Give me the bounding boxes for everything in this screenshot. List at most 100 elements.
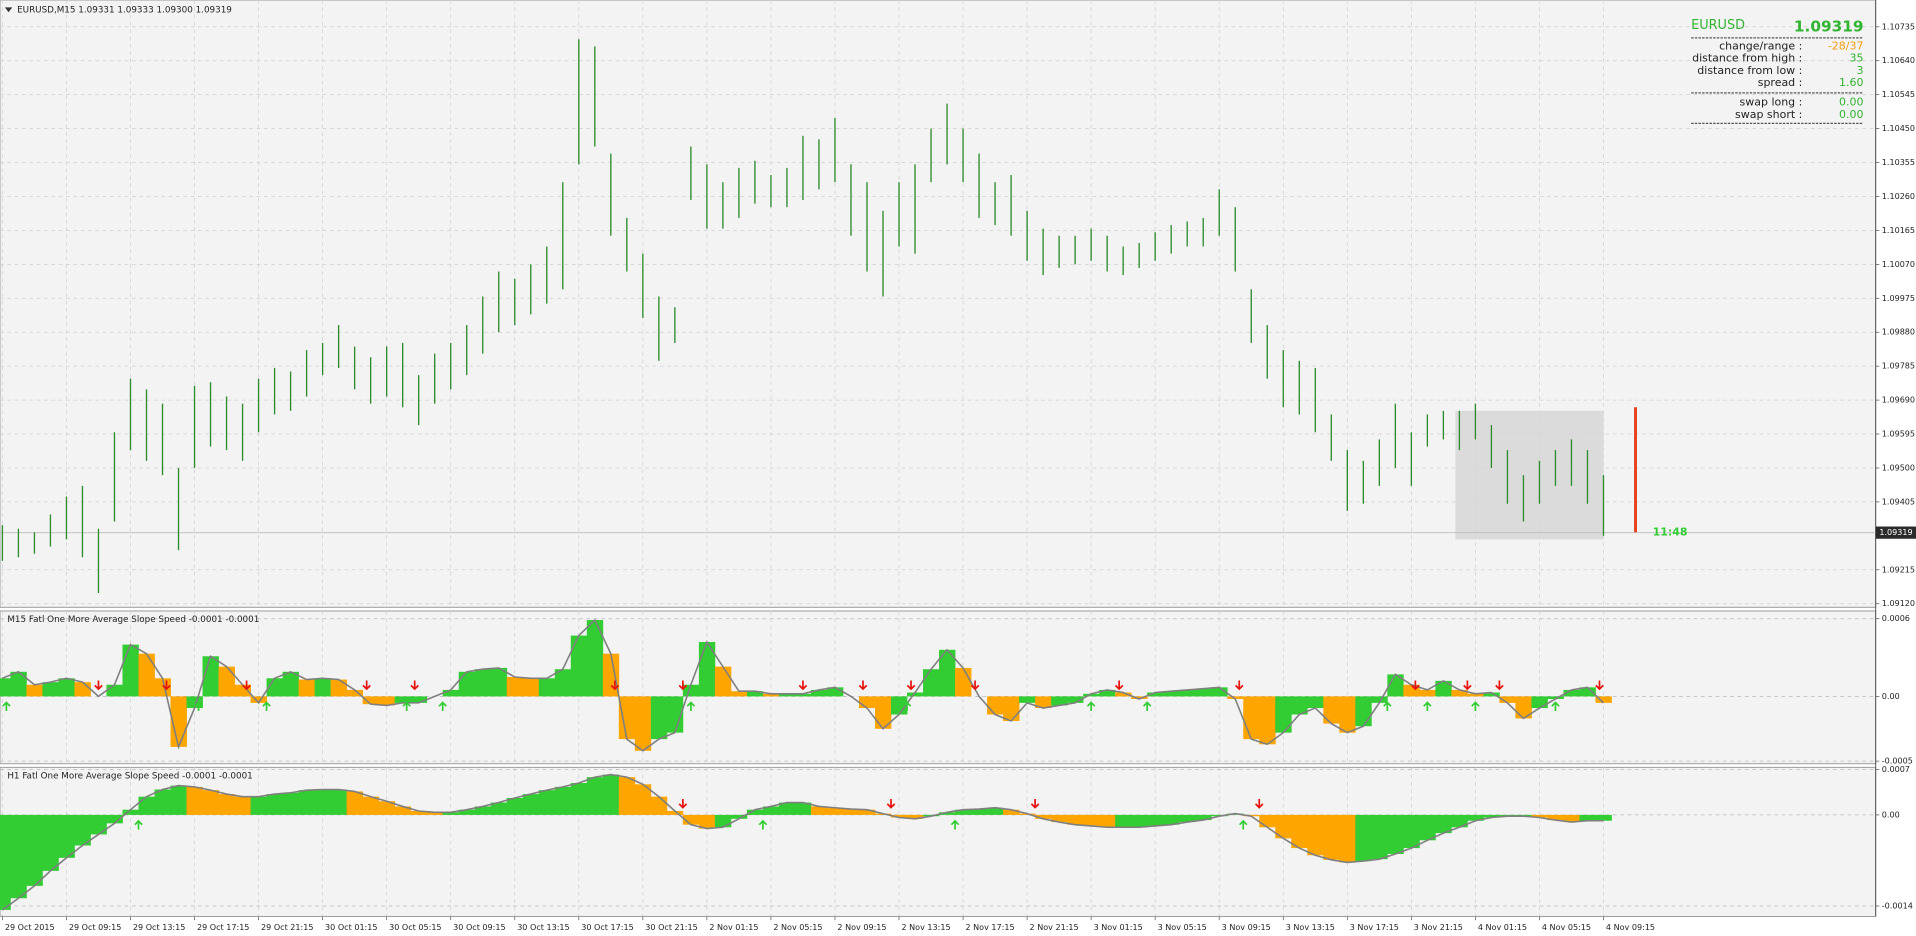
histogram-bar xyxy=(746,691,764,697)
histogram-bar xyxy=(378,801,396,815)
y-tick-label: 1.09500 xyxy=(1882,463,1915,472)
histogram-bar xyxy=(1563,689,1580,697)
sell-arrow xyxy=(1495,680,1504,691)
buy-arrow xyxy=(194,701,203,712)
histogram-bar xyxy=(378,696,396,706)
histogram-bar xyxy=(106,684,123,697)
histogram-bar xyxy=(650,796,668,815)
histogram-bar xyxy=(698,814,716,829)
histogram-bar xyxy=(314,678,331,697)
histogram-bar xyxy=(1531,696,1548,709)
y-tick-label: -0.0014 xyxy=(1882,902,1913,911)
x-tick-label: 3 Nov 05:15 xyxy=(1158,923,1207,932)
histogram-bar xyxy=(1163,691,1180,697)
histogram-bar xyxy=(1451,689,1468,697)
buy-arrow xyxy=(950,819,960,830)
histogram-bar xyxy=(987,696,1004,715)
y-tick-label: 1.10165 xyxy=(1882,226,1915,235)
histogram-bar xyxy=(1563,814,1580,823)
histogram-bar xyxy=(250,796,267,815)
sell-arrow xyxy=(1411,680,1420,691)
sell-arrow xyxy=(1254,799,1264,809)
histogram-bar xyxy=(522,794,540,815)
histogram-bar xyxy=(634,784,652,815)
histogram-bar xyxy=(330,679,348,697)
y-tick-label: 1.10545 xyxy=(1882,90,1915,99)
data xyxy=(0,39,1876,911)
info-symbol: EURUSD xyxy=(1691,18,1745,33)
histogram-bar xyxy=(666,696,684,733)
histogram-bar xyxy=(1211,687,1228,697)
histogram-bar xyxy=(26,684,43,697)
histogram-bar xyxy=(939,812,956,815)
histogram-bar xyxy=(1307,814,1324,856)
info-label: distance from low : xyxy=(1697,64,1802,77)
x-tick-label: 29 Oct 21:15 xyxy=(261,923,313,932)
histogram-bar xyxy=(682,684,700,697)
sell-arrow xyxy=(970,680,980,691)
histogram-bar xyxy=(170,696,187,747)
histogram-bar xyxy=(666,810,684,815)
histogram-bar xyxy=(1275,696,1292,733)
histogram-bar xyxy=(410,696,428,703)
buy-arrow xyxy=(1551,701,1560,712)
sell-arrow xyxy=(1030,799,1040,809)
sell-arrow xyxy=(886,799,896,809)
y-tick-label: 1.10355 xyxy=(1882,158,1915,167)
histogram-bar xyxy=(1083,693,1100,697)
histogram-bar xyxy=(362,796,380,815)
histogram-bar xyxy=(762,806,780,815)
histogram-bar xyxy=(522,678,540,697)
histogram-bar xyxy=(506,676,524,697)
histogram-bar xyxy=(506,797,524,815)
sell-arrow xyxy=(94,680,103,691)
histogram-bar xyxy=(714,666,732,697)
buy-arrow xyxy=(1142,701,1152,712)
histogram-bar xyxy=(1035,696,1052,709)
histogram-bar xyxy=(1499,696,1516,703)
info-label: change/range : xyxy=(1719,39,1802,52)
y-tick-label: 1.09880 xyxy=(1882,328,1915,337)
y-tick-label: 1.09785 xyxy=(1882,362,1915,371)
price-tag xyxy=(1875,526,1916,539)
y-tick-label: 1.10735 xyxy=(1882,22,1915,31)
histogram-bar xyxy=(1515,696,1532,719)
histogram-bar xyxy=(298,679,315,697)
buy-arrow xyxy=(1471,701,1480,712)
histogram-bar xyxy=(794,693,812,697)
histogram-bar xyxy=(1339,696,1356,733)
y-tick-label: 1.10450 xyxy=(1882,124,1915,133)
histogram-bar xyxy=(1259,696,1276,745)
x-tick-label: 30 Oct 21:15 xyxy=(645,923,697,932)
histogram-bar xyxy=(778,693,796,697)
histogram-bar xyxy=(218,794,235,815)
info-label: swap short : xyxy=(1735,108,1802,121)
histogram-bar xyxy=(1371,814,1388,860)
histogram-bar xyxy=(1483,692,1500,697)
histogram-bar xyxy=(730,691,748,697)
histogram-bar xyxy=(1291,814,1308,849)
x-tick-label: 3 Nov 09:15 xyxy=(1222,923,1271,932)
x-tick-label: 2 Nov 17:15 xyxy=(965,923,1014,932)
histogram-bar xyxy=(218,666,235,697)
histogram-bar xyxy=(987,807,1004,815)
histogram-bar xyxy=(138,653,155,697)
histogram-bar xyxy=(971,809,988,815)
histogram-bar xyxy=(1051,696,1068,706)
histogram-bar xyxy=(282,792,299,815)
histogram-bar xyxy=(1131,814,1148,828)
info-value: 1.60 xyxy=(1839,76,1863,89)
x-tick-label: 30 Oct 05:15 xyxy=(389,923,441,932)
histogram-bar xyxy=(90,814,107,835)
x-tick-label: 2 Nov 13:15 xyxy=(901,923,950,932)
buy-arrow xyxy=(758,819,768,830)
histogram-bar xyxy=(1307,696,1324,709)
histogram-bar xyxy=(1467,814,1484,821)
x-tick-label: 30 Oct 01:15 xyxy=(325,923,377,932)
histogram-bar xyxy=(362,696,380,705)
x-tick-label: 30 Oct 13:15 xyxy=(517,923,569,932)
sell-arrow xyxy=(242,680,251,691)
histogram-bar xyxy=(426,812,444,815)
histogram-bar xyxy=(1179,689,1196,697)
